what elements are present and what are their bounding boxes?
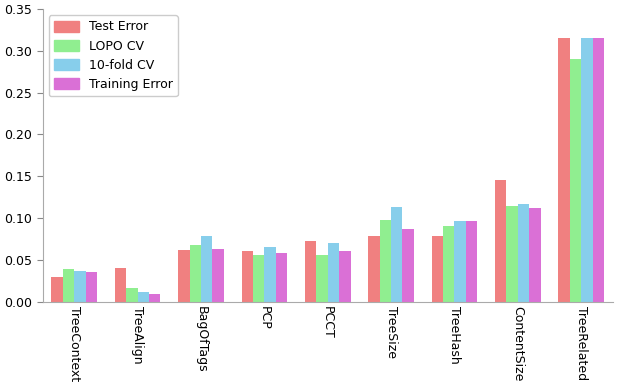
Bar: [466, 220, 477, 301]
Bar: [432, 235, 443, 301]
Bar: [115, 268, 126, 301]
Bar: [51, 276, 63, 301]
Bar: [529, 208, 540, 301]
Bar: [592, 37, 604, 301]
Bar: [241, 251, 253, 301]
Bar: [178, 250, 189, 301]
Bar: [328, 243, 339, 301]
Bar: [569, 59, 581, 301]
Bar: [402, 229, 414, 301]
Bar: [443, 225, 455, 301]
Bar: [253, 255, 264, 301]
Bar: [276, 253, 287, 301]
Bar: [339, 251, 350, 301]
Bar: [189, 245, 201, 301]
Bar: [138, 293, 149, 301]
Bar: [74, 271, 86, 301]
Bar: [518, 204, 529, 301]
Bar: [63, 269, 74, 301]
Bar: [368, 237, 379, 301]
Bar: [264, 247, 276, 301]
Bar: [558, 39, 569, 301]
Bar: [379, 220, 391, 301]
Bar: [391, 207, 402, 301]
Bar: [201, 237, 212, 301]
Bar: [212, 249, 224, 301]
Bar: [455, 220, 466, 301]
Legend: Test Error, LOPO CV, 10-fold CV, Training Error: Test Error, LOPO CV, 10-fold CV, Trainin…: [49, 15, 178, 96]
Bar: [126, 288, 138, 301]
Bar: [86, 271, 97, 301]
Bar: [581, 37, 592, 301]
Bar: [317, 255, 328, 301]
Bar: [305, 240, 317, 301]
Bar: [507, 205, 518, 301]
Bar: [495, 180, 507, 301]
Bar: [149, 294, 160, 301]
